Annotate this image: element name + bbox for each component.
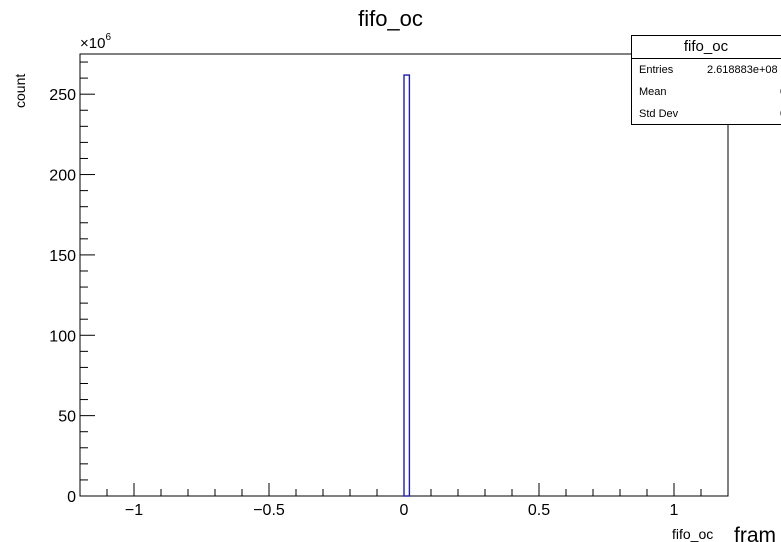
stats-value: 2.618883e+08 xyxy=(707,64,778,76)
histogram-bars xyxy=(403,74,411,497)
y-tick-label: 150 xyxy=(49,248,76,265)
y-tick-label: 100 xyxy=(49,328,76,345)
x-tick-label: −0.5 xyxy=(253,502,285,519)
stats-row-entries: Entries 2.618883e+08 xyxy=(632,59,781,81)
y-tick-label: 250 xyxy=(49,87,76,104)
stats-box: fifo_oc Entries 2.618883e+08 Mean 0 Std … xyxy=(631,35,781,125)
stats-row-std-dev: Std Dev 0 xyxy=(632,103,781,125)
x-tick-label: −1 xyxy=(125,502,143,519)
y-tick-label: 200 xyxy=(49,168,76,185)
x-tick-label: 0.5 xyxy=(528,502,550,519)
stats-row-mean: Mean 0 xyxy=(632,81,781,103)
y-axis-ticks: 0 50 100 150 200 250 xyxy=(49,61,95,506)
stats-box-title: fifo_oc xyxy=(632,36,781,59)
x-axis-label: fifo_oc xyxy=(672,526,714,542)
y-multiplier-base: ×10 xyxy=(80,35,106,52)
stats-key: Entries xyxy=(639,64,674,76)
y-tick-label: 50 xyxy=(58,409,76,426)
footer-text: fram xyxy=(734,524,776,542)
x-axis-ticks: −1 −0.5 0 0.5 1 xyxy=(79,483,729,519)
x-tick-label: 1 xyxy=(670,502,679,519)
y-multiplier-exponent: 6 xyxy=(105,32,112,43)
y-tick-label: 0 xyxy=(67,489,76,506)
histogram-bin xyxy=(403,74,411,497)
chart-title: fifo_oc xyxy=(358,6,423,31)
stats-key: Mean xyxy=(639,86,667,98)
y-axis-multiplier: ×106 xyxy=(80,32,112,52)
x-tick-label: 0 xyxy=(400,502,409,519)
stats-key: Std Dev xyxy=(639,108,679,120)
